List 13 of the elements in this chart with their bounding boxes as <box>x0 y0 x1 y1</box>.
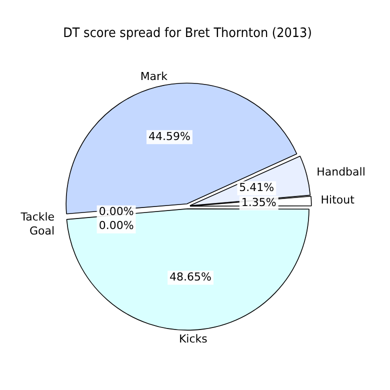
data-label: 1.35% <box>241 196 276 210</box>
chart-title: DT score spread for Bret Thornton (2013) <box>63 24 312 40</box>
data-label: 48.65% <box>170 270 212 284</box>
category-label: Goal <box>30 224 55 238</box>
slice-label: Mark <box>140 70 168 84</box>
slice-label: Kicks <box>178 332 208 346</box>
category-label: Tackle <box>20 210 55 224</box>
text: 0.00% <box>98 219 134 232</box>
data-label: 44.59% <box>148 130 190 144</box>
data-label: 5.41% <box>239 181 274 194</box>
text: 0.00% <box>98 205 134 218</box>
slice-label: Handball <box>316 166 366 179</box>
slice-label: Hitout <box>320 194 356 207</box>
